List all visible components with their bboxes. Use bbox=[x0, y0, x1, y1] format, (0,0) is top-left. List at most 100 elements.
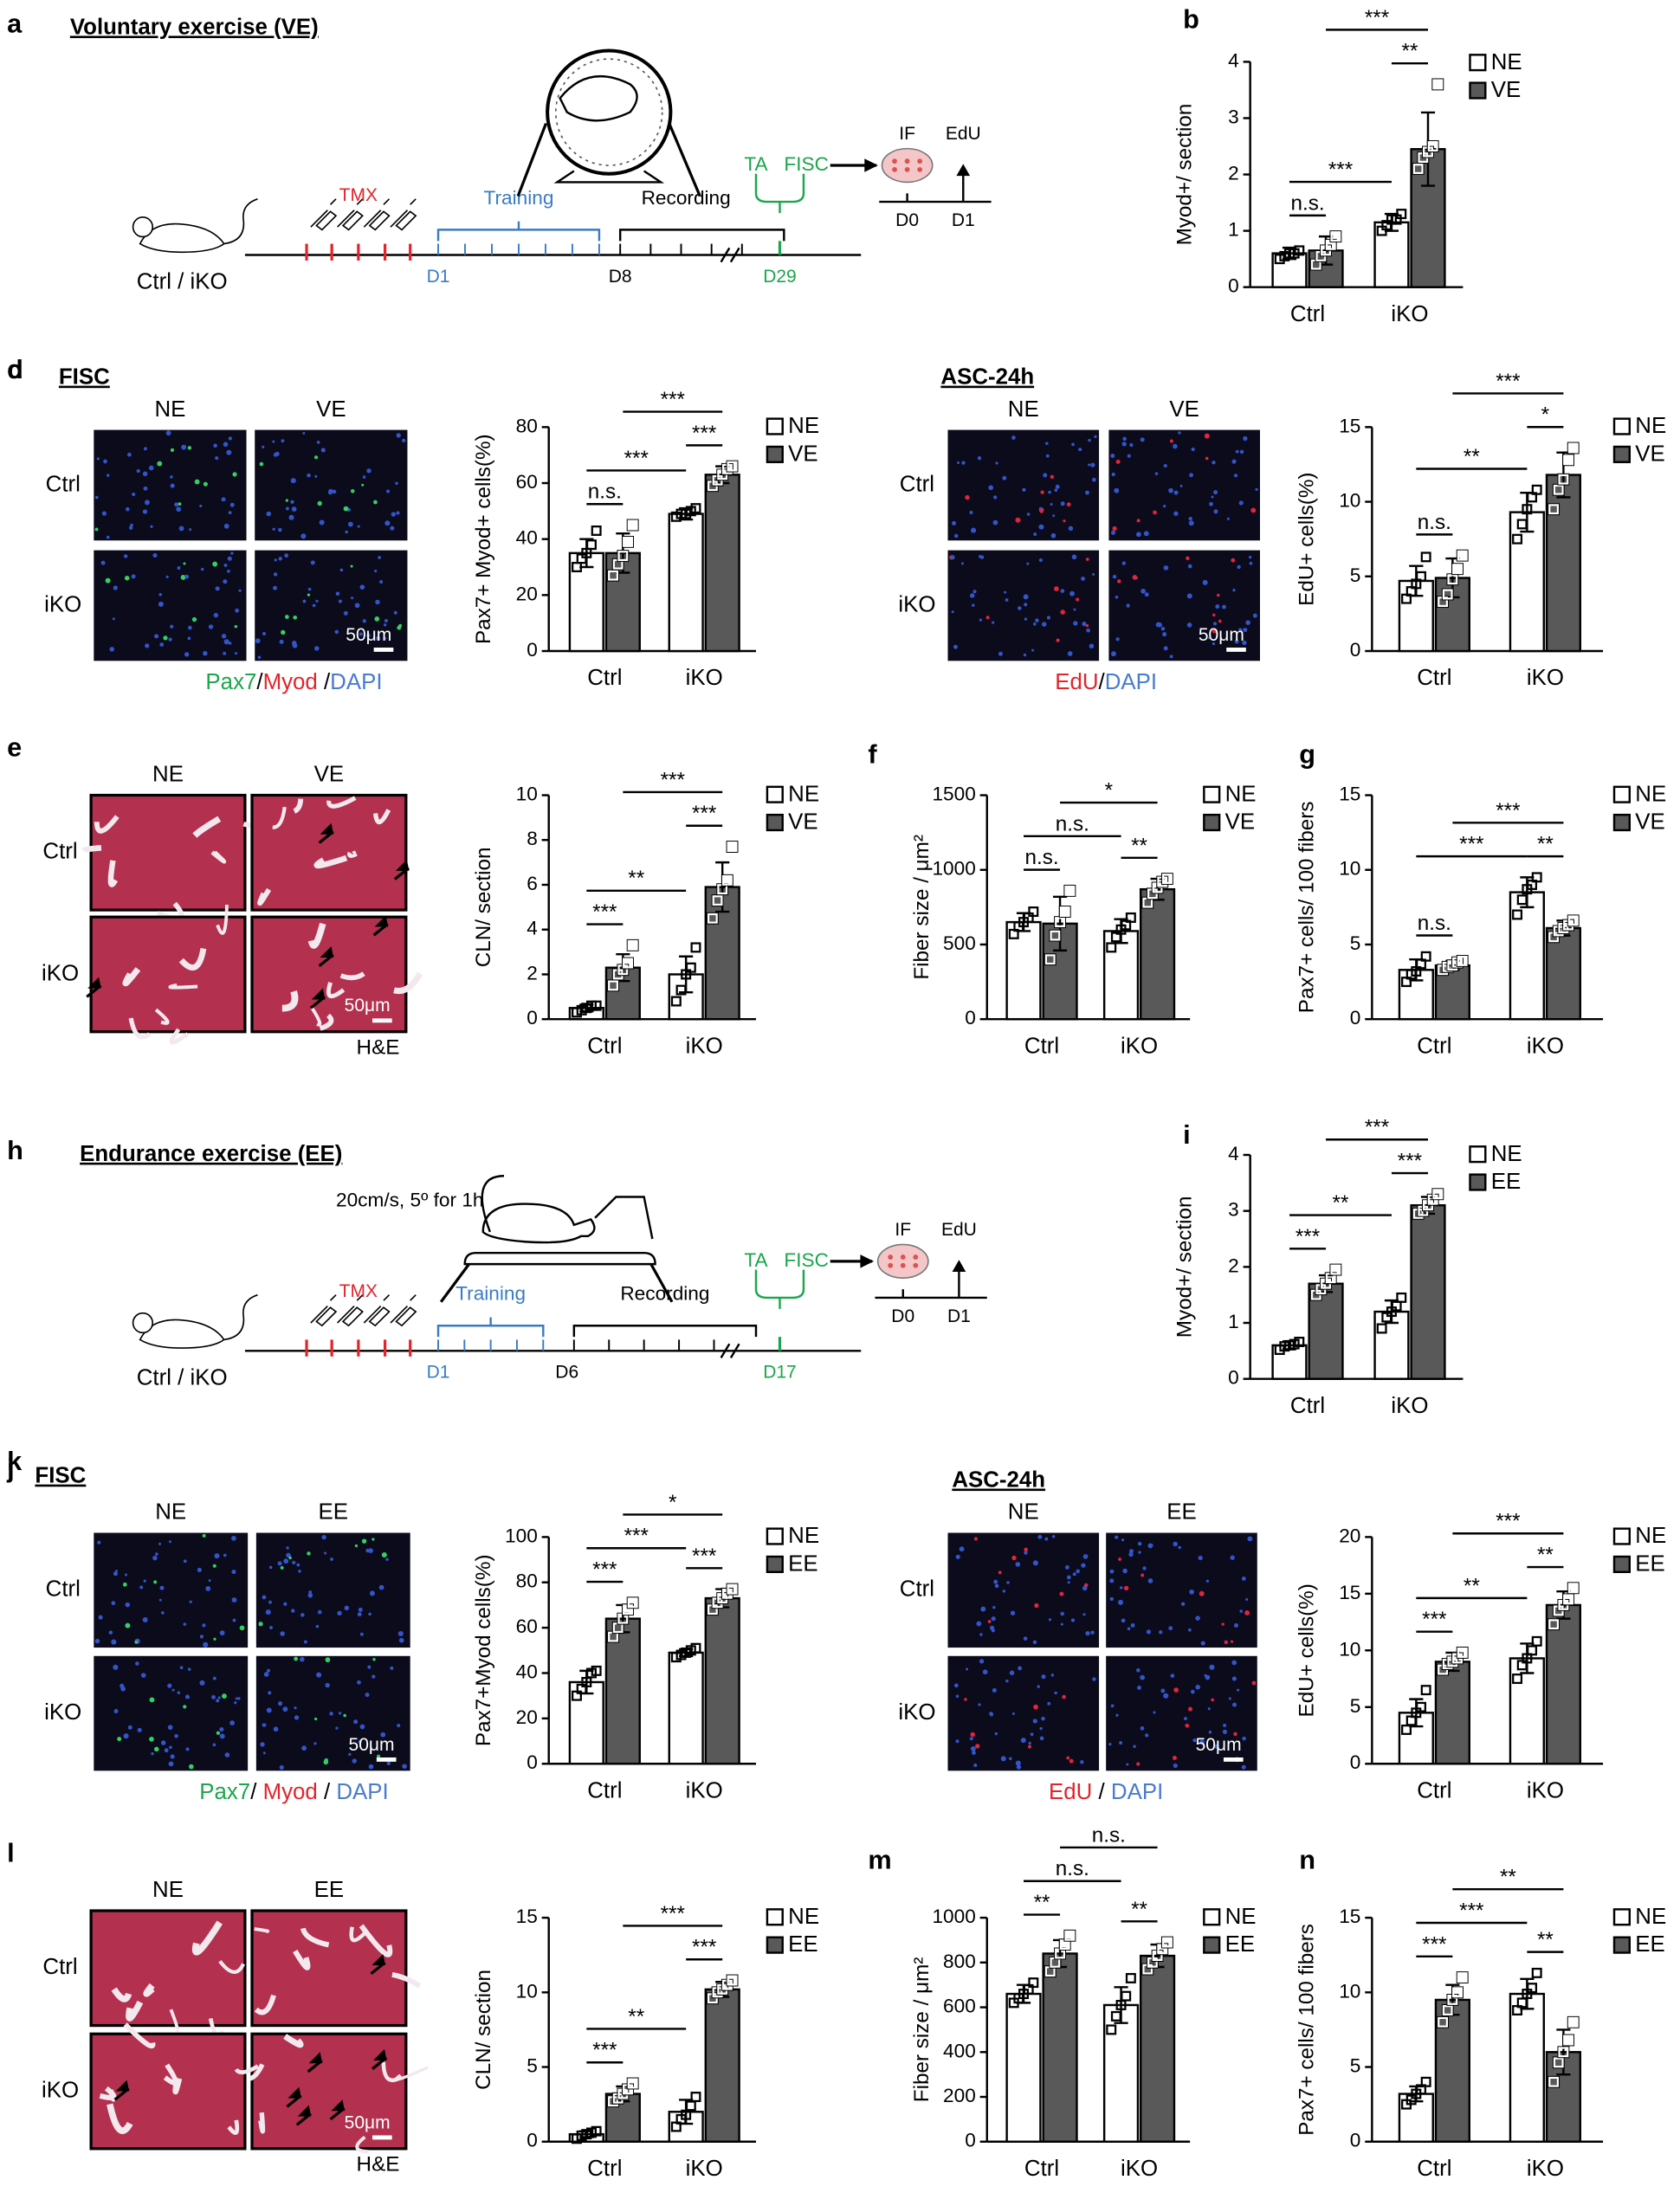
nucleus bbox=[991, 1616, 996, 1622]
nucleus bbox=[216, 1731, 221, 1735]
bar bbox=[1509, 1992, 1545, 2143]
tissue-gap bbox=[283, 2034, 304, 2048]
y-tick-label: 3 bbox=[1228, 106, 1239, 127]
day-end: D17 bbox=[763, 1363, 797, 1383]
significance-label: ** bbox=[1402, 40, 1418, 63]
nucleus bbox=[1188, 516, 1192, 521]
nucleus bbox=[203, 481, 208, 487]
nucleus bbox=[1005, 598, 1009, 602]
nucleus bbox=[183, 1705, 187, 1709]
nucleus bbox=[1002, 475, 1007, 480]
nucleus bbox=[1055, 484, 1060, 489]
nucleus bbox=[143, 486, 148, 491]
nucleus bbox=[1051, 1535, 1056, 1538]
data-point bbox=[623, 536, 633, 547]
nucleus bbox=[1085, 490, 1089, 495]
nucleus bbox=[268, 1691, 272, 1695]
nucleus bbox=[972, 590, 977, 594]
nucleus bbox=[1121, 561, 1126, 565]
syringe bbox=[363, 1294, 391, 1327]
nucleus bbox=[991, 1628, 995, 1633]
cell bbox=[888, 1254, 894, 1260]
nucleus bbox=[208, 624, 214, 629]
fluorescence-image bbox=[94, 1655, 249, 1771]
nucleus bbox=[227, 556, 232, 561]
significance-label: *** bbox=[592, 900, 617, 924]
nucleus bbox=[302, 599, 307, 603]
stain-label: H&E bbox=[357, 1036, 400, 1060]
nucleus bbox=[234, 1701, 237, 1705]
nucleus bbox=[288, 1556, 292, 1560]
nucleus bbox=[113, 585, 118, 590]
data-point-outline bbox=[1431, 78, 1444, 91]
row-label: iKO bbox=[898, 1700, 935, 1725]
nucleus bbox=[1027, 1744, 1032, 1749]
data-point bbox=[627, 2078, 638, 2089]
nucleus bbox=[221, 634, 227, 639]
tissue-gap bbox=[123, 2022, 156, 2049]
data-point bbox=[1548, 1619, 1560, 1630]
arrow bbox=[370, 1954, 386, 1976]
data-point-outline bbox=[1567, 914, 1580, 927]
data-point bbox=[1420, 951, 1431, 962]
nucleus bbox=[1153, 1711, 1156, 1714]
nucleus bbox=[1094, 435, 1097, 438]
legend-swatch bbox=[766, 1527, 784, 1545]
nucleus bbox=[338, 1712, 342, 1715]
legend-swatch bbox=[1203, 813, 1221, 832]
fluorescence-image bbox=[94, 1532, 249, 1648]
tissue-gap bbox=[154, 1008, 170, 1025]
data-point bbox=[727, 1975, 738, 1986]
tissue-gap bbox=[234, 2064, 260, 2074]
y-axis-label: EdU+ cells(%) bbox=[1295, 1583, 1318, 1717]
training-bracket bbox=[436, 229, 601, 242]
nucleus bbox=[1122, 1568, 1128, 1574]
nucleus bbox=[1127, 1627, 1131, 1631]
nucleus bbox=[274, 558, 277, 562]
nucleus bbox=[302, 431, 306, 435]
nucleus bbox=[286, 1546, 289, 1550]
x-tick-label: Ctrl bbox=[587, 2157, 622, 2181]
nucleus bbox=[1140, 1674, 1146, 1680]
nucleus bbox=[1188, 520, 1194, 526]
he-image bbox=[89, 915, 247, 1034]
y-tick-label: 20 bbox=[1339, 1525, 1360, 1546]
stain-label: EdU/DAPI bbox=[1055, 670, 1157, 694]
nucleus bbox=[144, 447, 147, 451]
recording-label: Recording bbox=[620, 1283, 709, 1305]
training-bracket bbox=[436, 1325, 545, 1338]
data-point bbox=[1567, 2016, 1579, 2028]
d0-label: D0 bbox=[891, 1306, 914, 1326]
significance-label: *** bbox=[692, 802, 717, 825]
condition-label: 20cm/s, 5º for 1h bbox=[336, 1189, 483, 1210]
x-tick-label: Ctrl bbox=[1417, 1034, 1451, 1058]
y-axis-label: CLN/ section bbox=[472, 847, 495, 967]
nucleus bbox=[1091, 477, 1096, 482]
nucleus bbox=[1191, 447, 1195, 452]
nucleus bbox=[283, 1558, 289, 1564]
y-tick-label: 800 bbox=[943, 1951, 976, 1972]
nucleus bbox=[180, 574, 186, 580]
nucleus bbox=[224, 1752, 230, 1757]
nucleus bbox=[994, 1732, 998, 1736]
nucleus bbox=[314, 474, 318, 478]
significance-label: n.s. bbox=[588, 480, 622, 504]
nucleus bbox=[315, 599, 319, 603]
nucleus bbox=[1242, 1736, 1246, 1741]
nucleus bbox=[361, 1538, 367, 1544]
nucleus bbox=[1136, 532, 1141, 538]
nucleus bbox=[155, 1552, 158, 1556]
nucleus bbox=[1072, 1572, 1076, 1577]
data-point bbox=[1531, 1967, 1542, 1978]
nucleus bbox=[1112, 575, 1117, 579]
nucleus bbox=[1004, 590, 1007, 594]
nucleus bbox=[262, 1751, 266, 1755]
legend-label: VE bbox=[1635, 442, 1665, 467]
data-point-outline bbox=[626, 1596, 639, 1609]
nucleus bbox=[268, 1565, 273, 1570]
y-tick-label: 1000 bbox=[932, 1906, 975, 1927]
nucleus bbox=[1251, 1680, 1257, 1686]
nucleus bbox=[111, 1601, 116, 1606]
nucleus bbox=[123, 554, 128, 558]
legend-label: VE bbox=[788, 442, 818, 467]
